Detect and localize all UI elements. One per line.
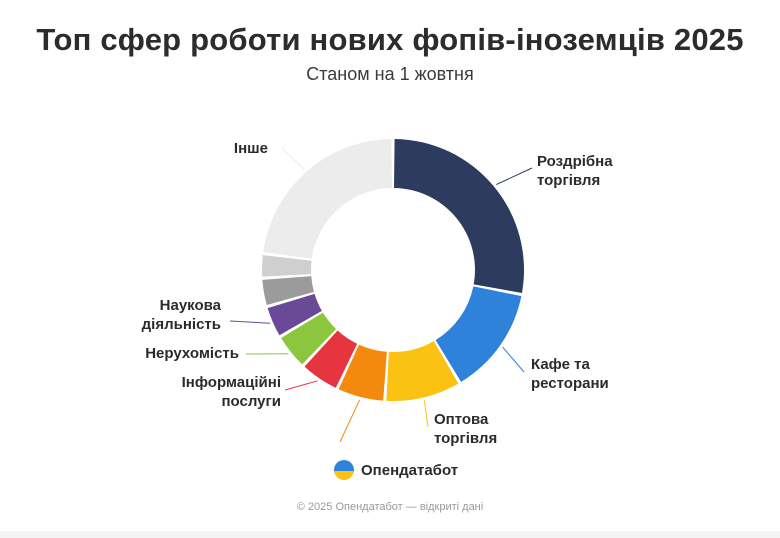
- chart-subtitle: Станом на 1 жовтня: [306, 64, 474, 84]
- donut-slice: [262, 276, 314, 306]
- leader-line: [496, 167, 533, 186]
- donut-slice: [267, 293, 322, 336]
- leader-line: [423, 400, 429, 428]
- slice-label: Наукова діяльність: [142, 297, 222, 333]
- leader-line: [281, 147, 305, 170]
- donut-slice: [263, 139, 392, 259]
- donut-slice: [386, 341, 459, 401]
- leader-line: [284, 380, 318, 391]
- slice-label: Роздрібна торгівля: [537, 153, 613, 189]
- bottom-divider: [0, 531, 780, 538]
- slice-label: Кафе та ресторани: [531, 356, 609, 392]
- leader-line: [502, 346, 525, 373]
- donut-slice: [394, 139, 524, 293]
- footer-credit: © 2025 Опендатабот — відкриті дані: [296, 501, 484, 513]
- donut-slice: [261, 255, 312, 277]
- chart-title: Топ сфер роботи нових фопів-іноземців 20…: [36, 22, 744, 57]
- donut-slice: [435, 286, 522, 382]
- slice-label: Оптова торгівля: [434, 411, 497, 447]
- brand-name: Опендатабот: [361, 461, 459, 479]
- slice-label: Нерухомість: [145, 345, 239, 362]
- leader-line: [339, 399, 361, 443]
- donut-slice: [281, 312, 337, 365]
- brand-logo-icon: [334, 460, 354, 480]
- slice-label: Інше: [234, 140, 268, 157]
- donut-slice: [304, 330, 358, 388]
- leader-line: [229, 320, 271, 324]
- brand-logo: Опендатабот: [333, 458, 458, 482]
- donut-slice: [338, 344, 387, 401]
- slice-label: Інформаційні послуги: [182, 374, 281, 410]
